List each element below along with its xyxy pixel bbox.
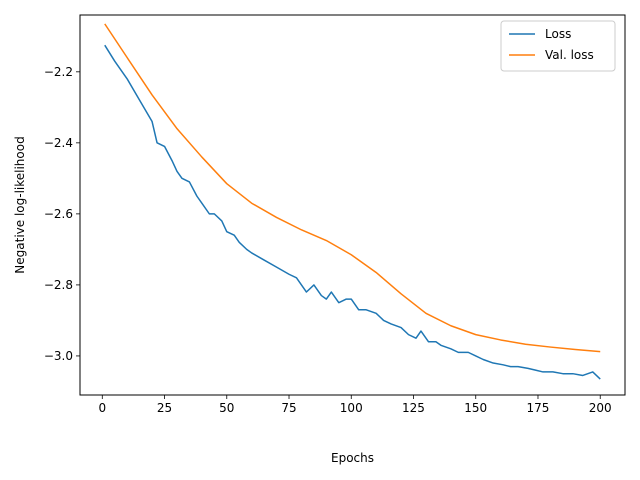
x-tick-label: 150 — [464, 401, 487, 415]
y-tick-label: −2.2 — [44, 65, 73, 79]
y-tick-label: −2.4 — [44, 136, 73, 150]
legend: Loss Val. loss — [500, 20, 616, 72]
plot-area — [79, 14, 626, 396]
legend-label-loss: Loss — [545, 27, 571, 41]
x-tick-label: 75 — [281, 401, 296, 415]
series-line-val-loss — [104, 23, 601, 353]
x-axis-label: Epochs — [331, 451, 374, 465]
y-tick-label: −2.6 — [44, 207, 73, 221]
y-axis-label: Negative log-likelihood — [13, 136, 27, 273]
x-tick-label: 100 — [340, 401, 363, 415]
x-tick-label: 175 — [527, 401, 550, 415]
series-line-loss — [104, 44, 601, 380]
series-layer — [104, 23, 601, 380]
x-tick-label: 0 — [98, 401, 106, 415]
x-tick-label: 25 — [157, 401, 172, 415]
legend-label-val-loss: Val. loss — [545, 48, 594, 62]
x-tick-label: 50 — [219, 401, 234, 415]
x-axis-ticks: 0 25 50 75 100 125 150 175 200 — [98, 395, 612, 415]
y-tick-label: −2.8 — [44, 278, 73, 292]
y-axis-ticks: −3.0 −2.8 −2.6 −2.4 −2.2 — [44, 65, 80, 363]
y-tick-label: −3.0 — [44, 349, 73, 363]
axes-frame — [79, 14, 626, 396]
x-tick-label: 200 — [589, 401, 612, 415]
x-tick-label: 125 — [402, 401, 425, 415]
